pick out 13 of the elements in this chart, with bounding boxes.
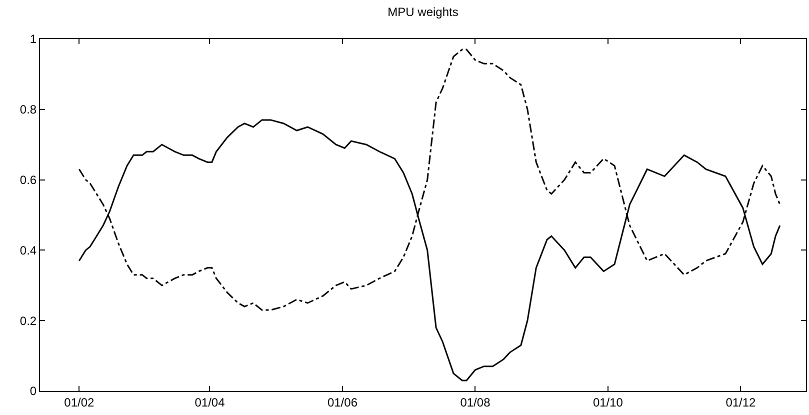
- x-tick-label: 01/08: [460, 395, 491, 410]
- x-tick-label: 01/02: [64, 395, 95, 410]
- y-tick-label: 0: [30, 384, 37, 398]
- chart-title: MPU weights: [388, 5, 458, 20]
- y-tick-label: 0.2: [20, 314, 37, 328]
- x-tick-label: 01/04: [194, 395, 226, 410]
- x-tick-label: 01/06: [327, 395, 358, 410]
- x-tick-label: 01/10: [592, 395, 624, 410]
- y-tick-label: 0.6: [20, 173, 37, 187]
- y-tick-label: 0.4: [20, 243, 37, 258]
- x-tick-label: 01/12: [726, 395, 756, 410]
- y-tick-label: 0.8: [20, 102, 37, 117]
- y-tick-label: 1: [30, 32, 37, 46]
